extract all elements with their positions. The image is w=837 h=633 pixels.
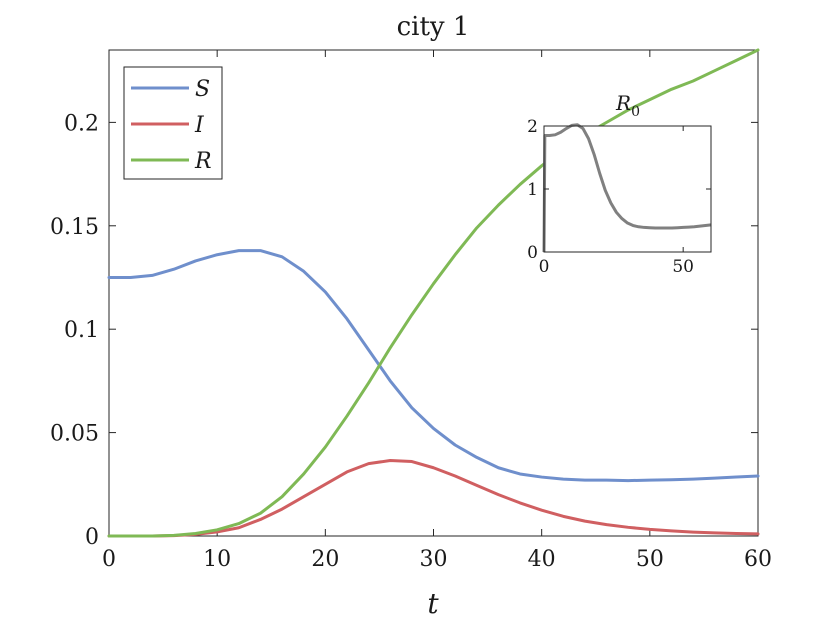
inset-background — [544, 126, 711, 252]
series-line-s — [107, 249, 760, 483]
x-tick-label: 60 — [744, 547, 772, 572]
series-line-i — [107, 459, 760, 538]
legend-entries: SIR — [131, 77, 212, 174]
legend: SIR — [123, 66, 223, 180]
legend-label-r: R — [194, 149, 212, 174]
inset-series — [542, 123, 712, 253]
x-tick-label: 40 — [528, 547, 556, 572]
inset-title: R0 — [615, 91, 640, 120]
inset-y-tick-label: 2 — [527, 117, 538, 137]
series-line-r — [107, 48, 760, 538]
legend-label-s: S — [195, 77, 210, 102]
legend-label-i: I — [194, 113, 205, 138]
inset-series-line — [542, 123, 712, 253]
inset-y-tick-label: 0 — [527, 243, 538, 263]
inset-x-tick-label: 50 — [672, 257, 694, 277]
x-tick-label: 0 — [102, 547, 116, 572]
chart-title: city 1 — [397, 12, 470, 42]
x-tick-label: 30 — [420, 547, 448, 572]
x-tick-label: 50 — [636, 547, 664, 572]
inset-title-subscript: 0 — [631, 104, 640, 120]
inset-ticks: 0 50 0 1 2 — [527, 117, 711, 277]
y-tick-label: 0.2 — [64, 111, 99, 136]
x-tick-label: 20 — [311, 547, 339, 572]
x-tick-label: 10 — [203, 547, 231, 572]
y-tick-label: 0 — [85, 525, 99, 550]
main-series — [107, 48, 760, 538]
inset-x-tick-label: 0 — [539, 257, 550, 277]
x-axis-label: t — [427, 587, 439, 620]
y-tick-label: 0.1 — [64, 318, 99, 343]
y-tick-label: 0.15 — [50, 215, 99, 240]
inset-y-tick-label: 1 — [527, 180, 538, 200]
y-tick-label: 0.05 — [50, 422, 99, 447]
inset-title-main: R — [615, 91, 631, 115]
